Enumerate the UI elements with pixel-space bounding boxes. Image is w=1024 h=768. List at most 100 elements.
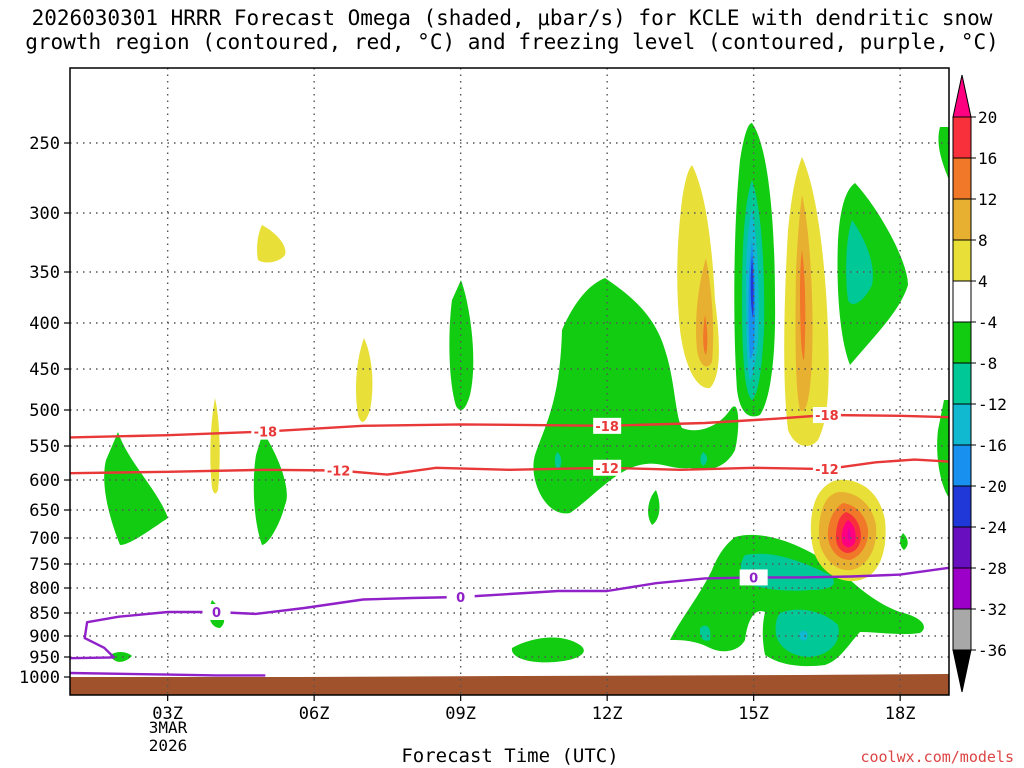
contour-label-bg [324, 462, 353, 479]
ground-surface [70, 674, 949, 695]
omega-region-teal [554, 452, 562, 470]
colorbar-segment [952, 116, 972, 159]
y-tick-label: 450 [29, 360, 60, 380]
colorbar-label: -20 [978, 477, 1007, 496]
colorbar-label: 20 [978, 108, 997, 127]
y-tick-label: 850 [29, 604, 60, 624]
omega-region-green [253, 432, 287, 545]
omega-region-green [938, 127, 949, 180]
colorbar-segment [952, 157, 972, 200]
omega-region-yellow [257, 225, 286, 263]
omega-region-teal [700, 452, 708, 466]
x-axis-ticks: 03Z 06Z 09Z 12Z 15Z 18Z [152, 695, 916, 724]
contour-label: -12 [595, 462, 619, 477]
x-tick-label: 12Z [592, 704, 623, 724]
y-tick-label: 250 [29, 134, 60, 154]
colorbar-segment [952, 362, 972, 405]
y-tick-label: 350 [29, 263, 60, 283]
colorbar-segment [952, 444, 972, 487]
chart-title: 2026030301 HRRR Forecast Omega (shaded, … [25, 6, 999, 54]
y-tick-label: 700 [29, 529, 60, 549]
y-tick-label: 950 [29, 648, 60, 668]
omega-region-green [104, 432, 168, 545]
y-tick-label: 800 [29, 579, 60, 599]
colorbar-label: -36 [978, 641, 1007, 660]
credit-link[interactable]: coolwx.com/models [860, 748, 1014, 766]
contour-label-bg [251, 423, 280, 440]
y-tick-label: 400 [29, 314, 60, 334]
x-tick-label: 06Z [299, 704, 330, 724]
colorbar-segment [952, 485, 972, 528]
date-label: 3MAR 2026 [148, 718, 188, 755]
y-axis-ticks: 250 300 350 400 450 500 550 600 650 700 750 800 850 9… [19, 134, 70, 688]
plot-frame [69, 67, 950, 696]
y-tick-label: 300 [29, 204, 60, 224]
x-tick-label: 15Z [738, 704, 769, 724]
colorbar-label: -12 [978, 395, 1007, 414]
contour-label-bg [739, 569, 768, 586]
contour-line [69, 566, 950, 660]
colorbar-label: -4 [978, 313, 997, 332]
contour-label: -12 [327, 464, 351, 479]
omega-region-green [110, 652, 132, 662]
colorbar-segment [952, 198, 972, 241]
colorbar: 20 16 12 8 4 -4 -8 -12 -16 -20 -24 -28 -32 -36 [952, 74, 1007, 693]
contour-label-bg [446, 589, 475, 605]
omega-region-darkblue [750, 255, 754, 318]
contour-label: 0 [749, 571, 758, 586]
y-tick-label: 600 [29, 471, 60, 491]
omega-region-yellow [356, 338, 373, 422]
y-tick-label: 750 [29, 555, 60, 575]
contour-label: -18 [815, 409, 839, 424]
colorbar-bottom-arrow [952, 649, 972, 693]
y-tick-label: 550 [29, 437, 60, 457]
omega-region-green [449, 280, 474, 411]
colorbar-label: 4 [978, 272, 988, 291]
x-axis-label: Forecast Time (UTC) [401, 745, 619, 767]
contour-label: -12 [815, 463, 839, 478]
gridlines [70, 68, 949, 695]
contour-line [69, 458, 950, 476]
y-tick-label: 650 [29, 501, 60, 521]
colorbar-label: -28 [978, 559, 1007, 578]
x-tick-label: 18Z [885, 704, 916, 724]
y-tick-label: 500 [29, 401, 60, 421]
colorbar-label: -24 [978, 518, 1007, 537]
omega-region-orange [696, 258, 714, 367]
omega-region-teal [699, 625, 711, 641]
colorbar-label: 12 [978, 190, 997, 209]
colorbar-segment [952, 608, 972, 651]
omega-region-green [511, 637, 584, 663]
contour-label: -18 [595, 420, 619, 435]
contour-label-bg [812, 461, 841, 478]
contour-label: 0 [212, 606, 221, 621]
x-tick-label: 03Z [152, 704, 183, 724]
colorbar-label: 16 [978, 149, 997, 168]
colorbar-segment [952, 567, 972, 610]
contour-label-bg [812, 407, 841, 424]
omega-region-cyan [799, 630, 808, 641]
colorbar-segment [952, 239, 972, 282]
x-tick-label: 09Z [445, 704, 476, 724]
omega-shading [70, 123, 949, 695]
colorbar-segment [952, 526, 972, 569]
colorbar-segment [952, 403, 972, 446]
omega-region-green [937, 400, 949, 498]
contour-label: -18 [254, 426, 278, 441]
contour-label-bg [593, 459, 622, 476]
omega-region-green [648, 490, 660, 525]
y-tick-label: 1000 [19, 668, 60, 688]
colorbar-label: -8 [978, 354, 997, 373]
colorbar-segment [952, 280, 972, 323]
omega-region-magenta [847, 528, 851, 541]
contour-line [69, 671, 266, 677]
contour-label: 0 [456, 591, 465, 606]
colorbar-label: -16 [978, 436, 1007, 455]
omega-region-darkorange [703, 315, 708, 355]
omega-region-teal [846, 220, 873, 305]
contour-label-bg [202, 604, 231, 620]
omega-region-darkorange [800, 250, 806, 360]
contour-label-bg [593, 417, 622, 434]
omega-region-green [900, 533, 908, 550]
